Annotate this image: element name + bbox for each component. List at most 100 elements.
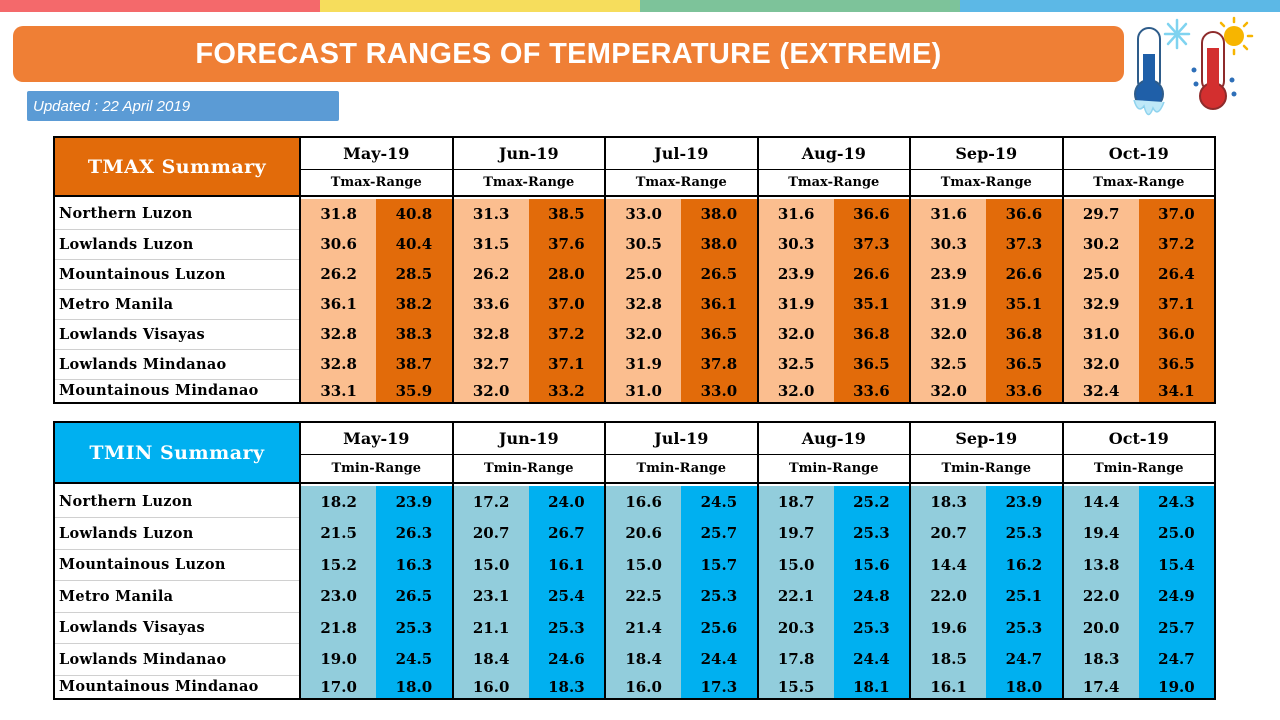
table-row: Mountainous Mindanao 33.1 35.9 32.0 33.2 31.0… [53,379,1217,404]
updated-date: Updated : 22 April 2019 [33,97,191,115]
range-min-value: 31.0 [1061,319,1139,349]
range-label: Tmax-Range [604,169,759,197]
range-max-value: 37.2 [1138,229,1217,259]
region-name: Metro Manila [53,580,300,613]
range-label: Tmax-Range [756,169,912,197]
range-min-value: 18.3 [909,486,987,518]
region-name: Lowlands Mindanao [53,643,300,676]
range-max-value: 24.9 [1138,580,1217,612]
range-min-value: 18.3 [1061,643,1139,675]
range-min-value: 22.0 [909,580,987,612]
range-max-value: 34.1 [1138,379,1217,404]
spacer-cell [1061,483,1217,486]
range-max-value: 24.8 [833,580,911,612]
range-label: Tmin-Range [299,454,454,484]
range-max-value: 35.9 [376,379,453,404]
range-min-value: 20.7 [909,517,987,549]
range-min-value: 32.0 [909,379,987,404]
range-label: Tmin-Range [1061,454,1217,484]
range-min-value: 15.0 [603,549,682,581]
range-min-value: 30.3 [756,229,834,259]
range-max-value: 18.1 [833,675,911,700]
stripe-segment-red [0,0,320,12]
range-max-value: 36.1 [681,289,758,319]
table-row: Mountainous Luzon 15.2 16.3 15.0 16.1 15.0 15.… [53,549,1217,581]
table-row: Lowlands Mindanao 19.0 24.5 18.4 24.6 18.4 24.… [53,643,1217,676]
range-max-value: 25.2 [833,486,911,518]
range-max-value: 37.2 [528,319,605,349]
range-min-value: 13.8 [1061,549,1139,581]
range-min-value: 31.3 [451,199,529,229]
month-header: Sep-19 [909,421,1064,455]
range-min-value: 16.1 [909,675,987,700]
range-max-value: 26.6 [986,259,1063,289]
range-min-value: 32.0 [451,379,529,404]
range-max-value: 37.8 [681,349,758,379]
region-name: Mountainous Luzon [53,549,300,581]
region-name: Mountainous Mindanao [53,379,300,404]
range-min-value: 21.1 [451,612,529,644]
range-min-value: 32.0 [909,319,987,349]
range-min-value: 15.5 [756,675,834,700]
range-min-value: 20.0 [1061,612,1139,644]
range-min-value: 31.0 [603,379,682,404]
table-row: Mountainous Mindanao 17.0 18.0 16.0 18.3 16.0… [53,675,1217,700]
range-max-value: 18.0 [376,675,453,700]
month-header: May-19 [299,421,454,455]
range-max-value: 23.9 [986,486,1063,518]
range-max-value: 36.0 [1138,319,1217,349]
range-max-value: 19.0 [1138,675,1217,700]
table-row: Lowlands Mindanao 32.8 38.7 32.7 37.1 31.9 37.… [53,349,1217,380]
range-max-value: 35.1 [833,289,911,319]
range-max-value: 25.3 [833,517,911,549]
range-min-value: 31.9 [756,289,834,319]
tmax-range-header-row: Tmax-Range Tmax-Range Tmax-Range Tmax-Range… [54,169,1217,197]
range-max-value: 16.3 [376,549,453,581]
table-row: Northern Luzon 31.8 40.8 31.3 38.5 33.0 38.0 31… [53,199,1217,230]
cold-thermometer-snowflake-icon [1133,16,1254,116]
range-min-value: 23.0 [298,580,377,612]
spacer-cell [909,483,1064,486]
tmin-summary-label: TMIN Summary [53,421,301,484]
range-min-value: 32.0 [756,319,834,349]
spacer-row [53,483,1217,486]
range-max-value: 33.6 [986,379,1063,404]
range-min-value: 33.6 [451,289,529,319]
range-min-value: 32.0 [756,379,834,404]
range-min-value: 18.4 [603,643,682,675]
range-max-value: 26.5 [376,580,453,612]
range-max-value: 38.5 [528,199,605,229]
table-row: Lowlands Luzon 21.5 26.3 20.7 26.7 20.6 25.7 19… [53,517,1217,550]
range-max-value: 24.7 [1138,643,1217,675]
range-min-value: 23.1 [451,580,529,612]
range-label: Tmin-Range [451,454,606,484]
range-min-value: 31.5 [451,229,529,259]
range-max-value: 37.0 [528,289,605,319]
range-min-value: 23.9 [756,259,834,289]
range-min-value: 16.0 [451,675,529,700]
range-max-value: 33.6 [833,379,911,404]
month-header: Jun-19 [451,421,606,455]
range-min-value: 21.5 [298,517,377,549]
range-label: Tmin-Range [756,454,912,484]
range-label: Tmax-Range [451,169,606,197]
range-label: Tmax-Range [909,169,1064,197]
range-min-value: 32.0 [603,319,682,349]
range-min-value: 32.8 [603,289,682,319]
range-min-value: 26.2 [298,259,377,289]
range-max-value: 33.2 [528,379,605,404]
range-max-value: 25.3 [833,612,911,644]
region-name: Lowlands Luzon [53,517,300,550]
range-max-value: 38.0 [681,229,758,259]
month-header: Jun-19 [451,136,606,170]
range-max-value: 38.7 [376,349,453,379]
range-max-value: 26.4 [1138,259,1217,289]
thermometer-icons [1128,14,1258,124]
stripe-segment-blue [960,0,1280,12]
range-label: Tmax-Range [299,169,454,197]
range-min-value: 31.9 [603,349,682,379]
range-min-value: 30.2 [1061,229,1139,259]
range-max-value: 36.5 [986,349,1063,379]
tmin-month-header-row: TMIN Summary May-19 Jun-19 Jul-19 Aug-19 Sep-… [53,421,1217,484]
range-min-value: 31.9 [909,289,987,319]
